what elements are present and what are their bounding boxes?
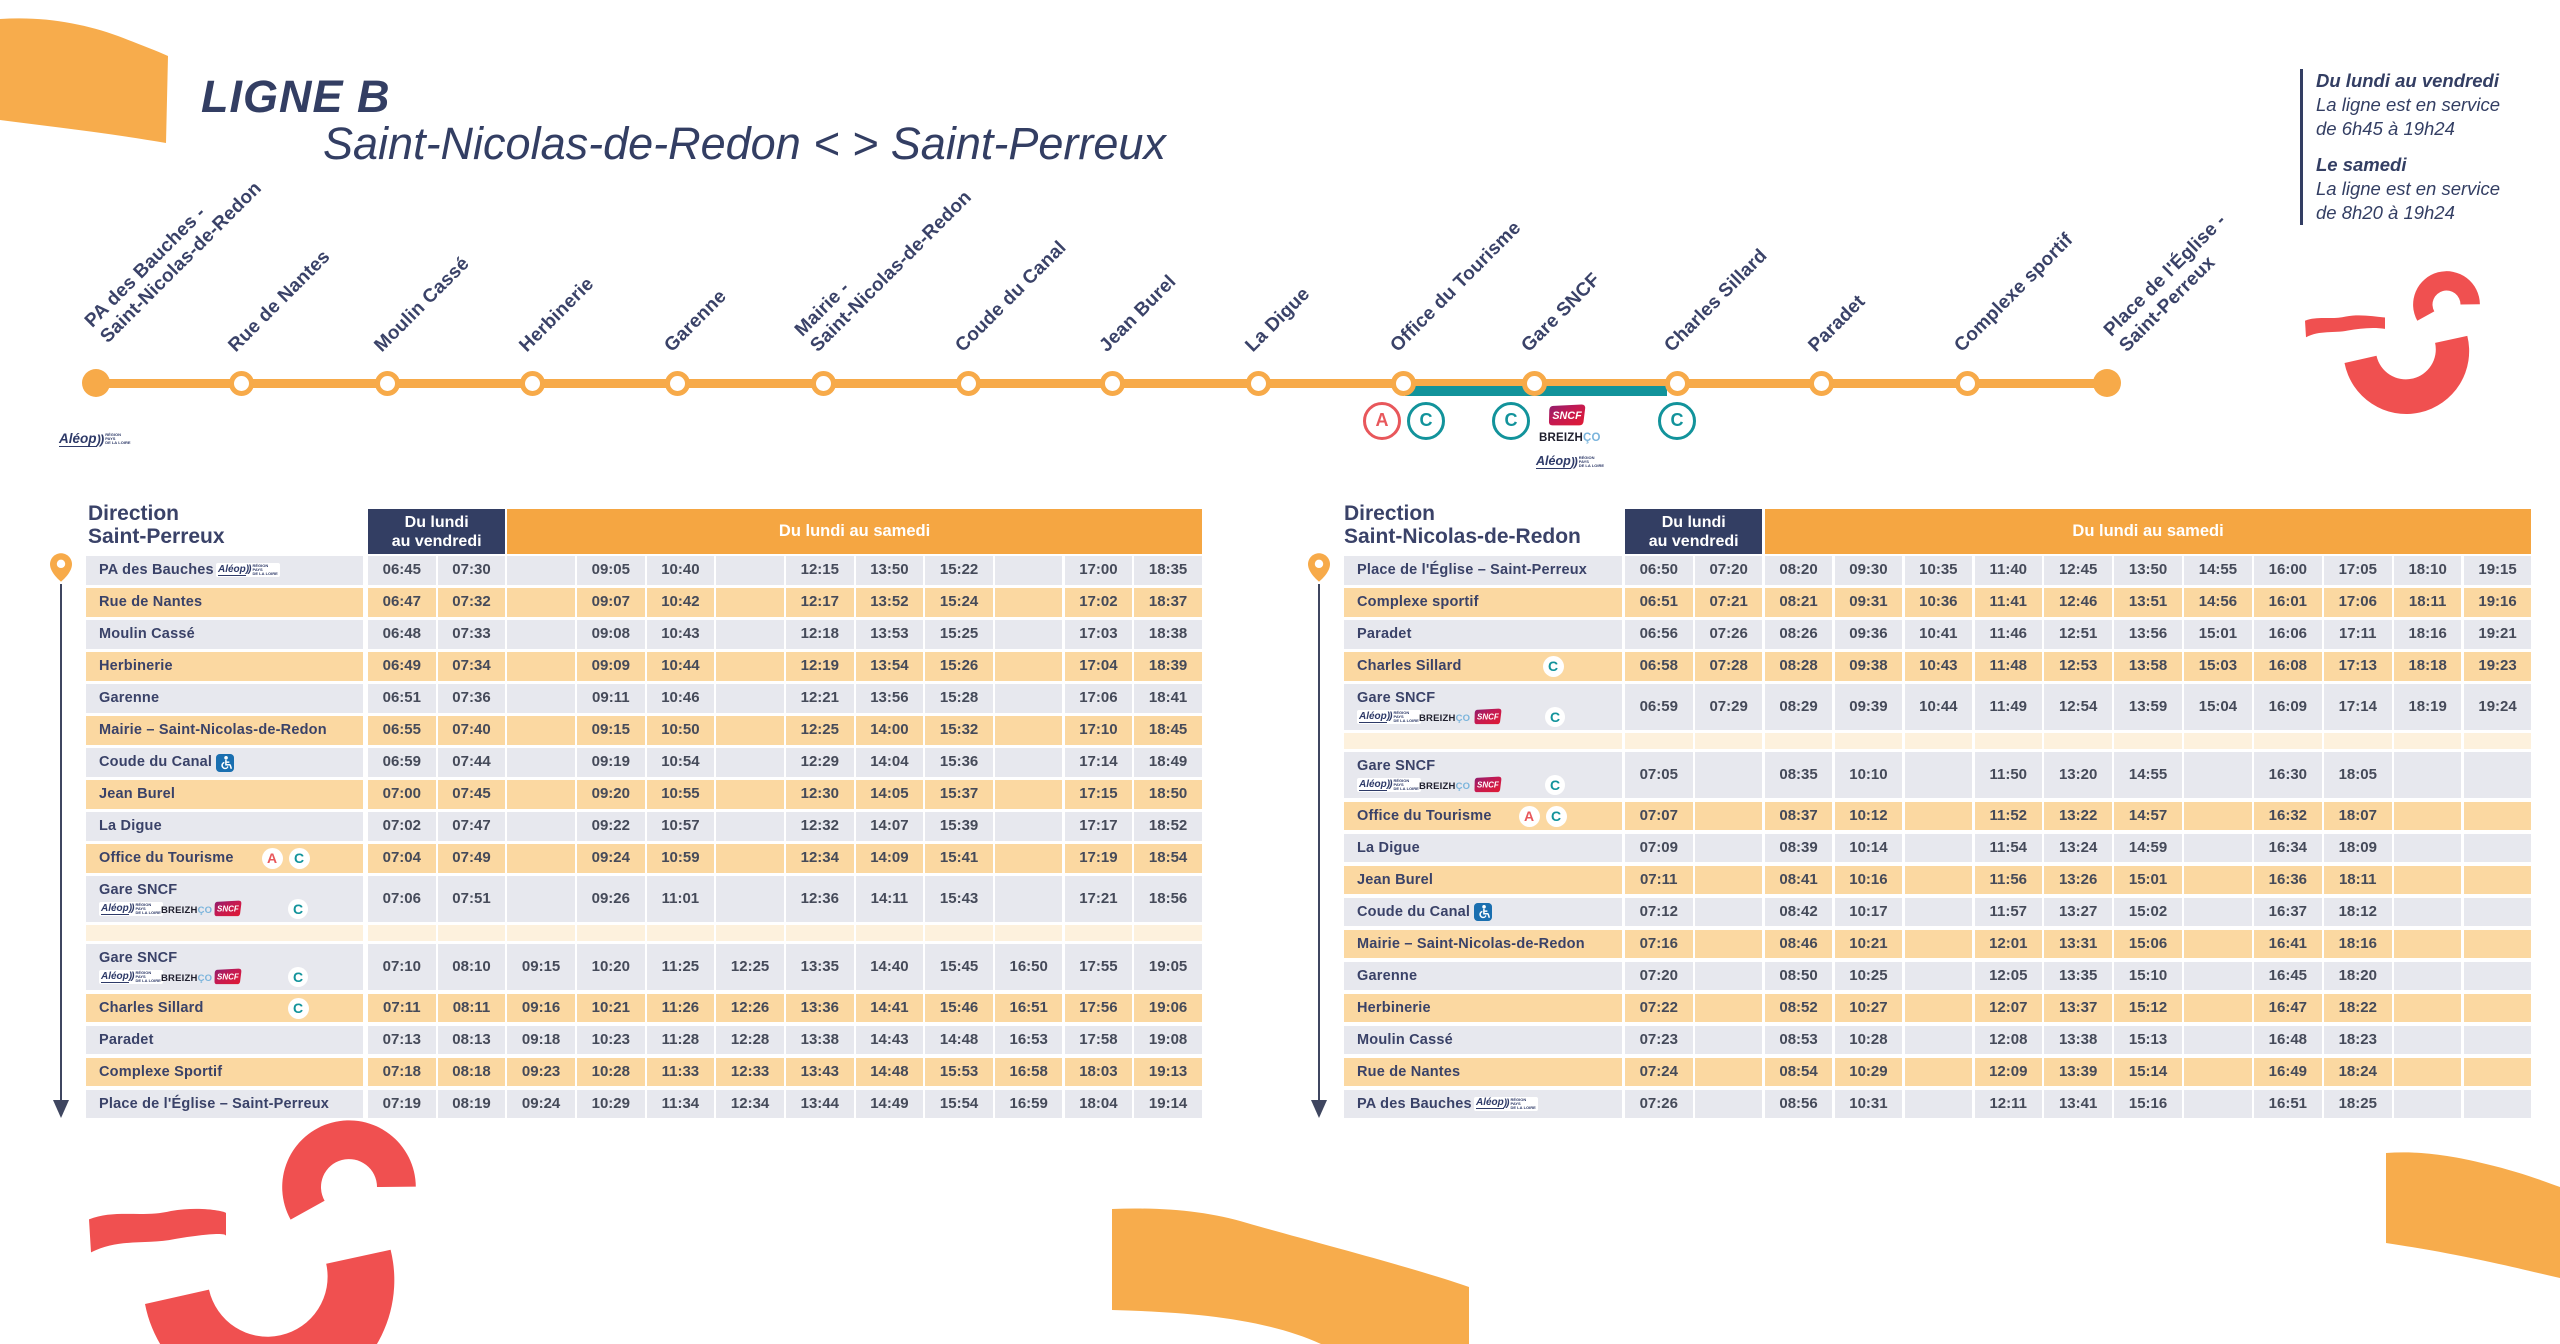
svg-text:SNCF: SNCF: [217, 905, 240, 914]
svg-text:SNCF: SNCF: [1477, 713, 1500, 722]
svg-text:SNCF: SNCF: [1477, 781, 1500, 790]
svg-text:SNCF: SNCF: [1552, 410, 1582, 422]
svg-text:SNCF: SNCF: [217, 973, 240, 982]
